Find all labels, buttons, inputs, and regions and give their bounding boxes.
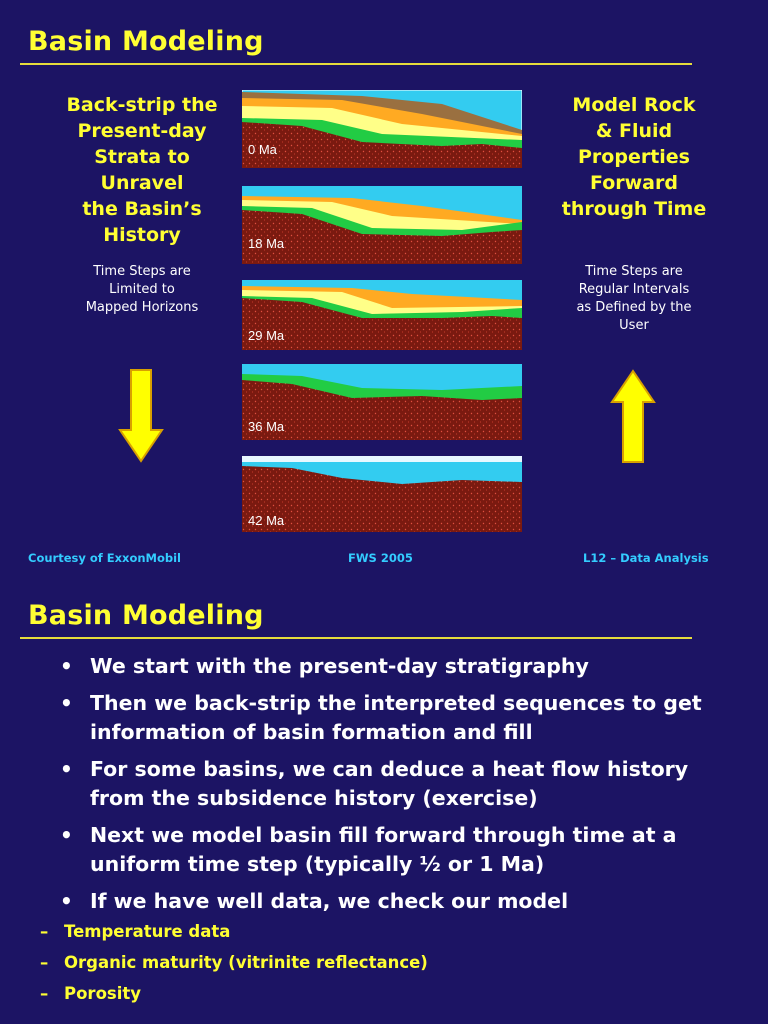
panel-label: 29 Ma bbox=[248, 328, 285, 343]
basin-section-18ma: 18 Ma bbox=[242, 186, 522, 264]
panel-label: 36 Ma bbox=[248, 419, 285, 434]
bullet-icon: • bbox=[60, 691, 73, 715]
basin-section-42ma: 42 Ma bbox=[242, 456, 522, 534]
basin-section-0ma: 0 Ma bbox=[242, 90, 522, 168]
left-heading: Back-strip the Present-day Strata to Unr… bbox=[66, 94, 218, 246]
bullet-icon: • bbox=[60, 654, 73, 678]
sub-bullet-text: Organic maturity (vitrinite reflectance) bbox=[64, 953, 428, 972]
bullet-text: If we have well data, we check our model bbox=[90, 889, 569, 913]
bullet-text: Then we back-strip the interpreted seque… bbox=[90, 691, 702, 744]
sub-bullet-text: Porosity bbox=[64, 984, 142, 1003]
slide-2: Basin Modeling • We start with the prese… bbox=[0, 596, 768, 1024]
panel-label: 42 Ma bbox=[248, 513, 285, 528]
dash-icon: – bbox=[40, 984, 49, 1003]
left-note: Time Steps are Limited to Mapped Horizon… bbox=[85, 264, 199, 315]
sub-bullet-list: – Temperature data – Organic maturity (v… bbox=[0, 916, 720, 1009]
right-note: Time Steps are Regular Intervals as Defi… bbox=[576, 264, 692, 333]
footer-slide-ref: L12 – Data Analysis bbox=[583, 551, 709, 565]
bullet-icon: • bbox=[60, 823, 73, 847]
slide-1-title: Basin Modeling bbox=[28, 26, 264, 57]
panel-label: 0 Ma bbox=[248, 142, 278, 157]
sub-bullet-text: Temperature data bbox=[64, 922, 231, 941]
right-heading: Model Rock & Fluid Properties Forward th… bbox=[561, 94, 707, 220]
bullet-list: • We start with the present-day stratigr… bbox=[40, 652, 720, 1009]
sub-list-container: – Temperature data – Organic maturity (v… bbox=[0, 916, 720, 1009]
panel-label: 18 Ma bbox=[248, 236, 285, 251]
list-item: • Then we back-strip the interpreted seq… bbox=[60, 689, 720, 747]
bullet-text: We start with the present-day stratigrap… bbox=[90, 654, 589, 678]
list-item: • If we have well data, we check our mod… bbox=[60, 887, 720, 916]
basin-section-36ma: 36 Ma bbox=[242, 364, 522, 442]
list-item: • For some basins, we can deduce a heat … bbox=[60, 755, 720, 813]
sub-list-item: – Temperature data bbox=[0, 916, 720, 947]
dash-icon: – bbox=[40, 953, 49, 972]
sub-list-item: – Porosity bbox=[0, 978, 720, 1009]
list-item: • Next we model basin fill forward throu… bbox=[60, 821, 720, 879]
bullet-text: Next we model basin fill forward through… bbox=[90, 823, 677, 876]
footer-center: FWS 2005 bbox=[348, 551, 413, 565]
slide-2-title: Basin Modeling bbox=[28, 600, 264, 631]
up-arrow-icon bbox=[610, 369, 656, 463]
dash-icon: – bbox=[40, 922, 49, 941]
title-divider bbox=[20, 63, 692, 65]
bullet-icon: • bbox=[60, 889, 73, 913]
bullet-text: For some basins, we can deduce a heat fl… bbox=[90, 757, 689, 810]
title-divider bbox=[20, 637, 692, 639]
footer-credit: Courtesy of ExxonMobil bbox=[28, 551, 181, 565]
down-arrow-icon bbox=[118, 369, 164, 463]
sub-list-item: – Organic maturity (vitrinite reflectanc… bbox=[0, 947, 720, 978]
basin-section-29ma: 29 Ma bbox=[242, 280, 522, 358]
list-item: • We start with the present-day stratigr… bbox=[60, 652, 720, 681]
bullet-icon: • bbox=[60, 757, 73, 781]
slide-1: Basin Modeling Back-strip the Present-da… bbox=[20, 26, 709, 565]
